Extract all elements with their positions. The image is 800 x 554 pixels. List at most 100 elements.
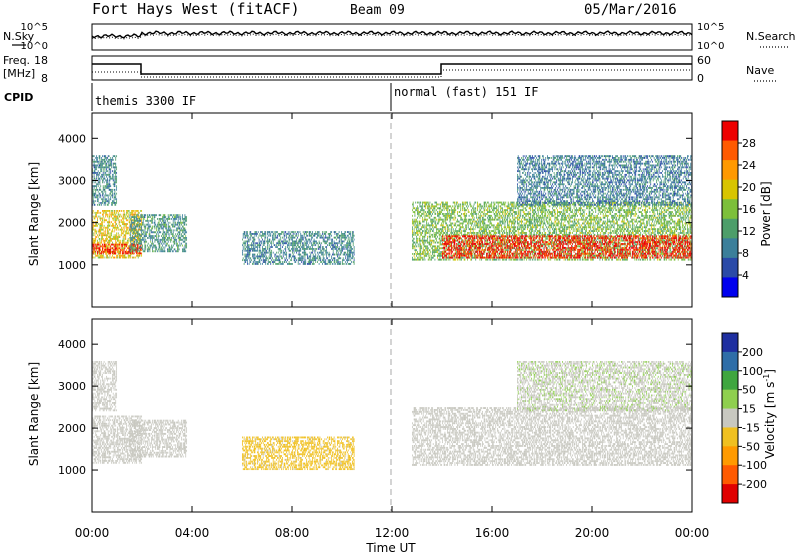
data-cell-r5 (474, 253, 475, 255)
data-cell-r2 (94, 161, 95, 163)
data-cell-r3 (141, 247, 142, 249)
data-cell-r4 (243, 235, 244, 237)
data-cell-r5 (433, 230, 434, 232)
data-cell-r4 (328, 254, 329, 256)
data-cell-r0 (102, 229, 103, 231)
data-cell-r2 (100, 168, 101, 170)
data-cell-r4 (302, 242, 303, 244)
data-cell-r0 (128, 227, 129, 229)
data-cell-r4 (341, 241, 342, 243)
data-cell-r5 (428, 204, 429, 206)
data-cell-r0 (127, 210, 128, 212)
data-cell-r1 (120, 253, 121, 255)
data-cell-r4 (346, 237, 347, 239)
data-cell-r2 (107, 178, 108, 180)
data-cell-r5 (412, 226, 413, 228)
data-cell-r2 (106, 176, 107, 178)
data-cell-r2 (115, 198, 116, 200)
data-cell-r5 (432, 257, 433, 259)
data-cell-r4 (329, 263, 330, 265)
data-cell-r5 (435, 238, 436, 240)
data-cell-r1 (126, 244, 127, 246)
data-cell-r3 (173, 235, 174, 237)
data-cell-r2 (105, 166, 106, 168)
data-cell-r4 (250, 254, 251, 256)
data-cell-r0 (121, 221, 122, 223)
data-cell-r0 (107, 245, 108, 247)
data-cell-r0 (114, 244, 115, 246)
data-cell-r4 (247, 235, 248, 237)
data-cell-r2 (112, 174, 113, 176)
data-cell-r4 (349, 259, 350, 261)
data-cell-r5 (455, 257, 456, 259)
data-cell-r3 (178, 245, 179, 247)
data-cell-r5 (440, 244, 441, 246)
data-cell-r3 (175, 222, 176, 224)
data-cell-r4 (349, 244, 350, 246)
data-cell-r4 (277, 237, 278, 239)
data-cell-r4 (280, 248, 281, 250)
data-cell-r4 (254, 259, 255, 261)
data-cell-r4 (256, 263, 257, 265)
data-cell-r5 (464, 230, 465, 232)
data-cell-r0 (100, 225, 101, 227)
data-cell-r3 (138, 243, 139, 245)
data-cell-r4 (251, 244, 252, 246)
data-cell-r1 (100, 253, 101, 255)
data-cell-r2 (109, 200, 110, 202)
data-cell-r0 (121, 255, 122, 257)
data-cell-r4 (299, 257, 300, 259)
data-cell-r5 (465, 209, 466, 211)
data-cell-r3 (165, 218, 166, 220)
data-cell-r0 (124, 214, 125, 216)
data-cell-r0 (105, 227, 106, 229)
data-cell-r5 (422, 202, 423, 204)
data-cell-r3 (142, 216, 143, 218)
data-cell-r3 (162, 218, 163, 220)
data-cell-r4 (277, 259, 278, 261)
data-cell-r4 (254, 257, 255, 259)
data-cell-r0 (98, 251, 99, 253)
data-cell-r2 (106, 198, 107, 200)
data-cell-r3 (176, 224, 177, 226)
data-cell-r0 (100, 219, 101, 221)
data-cell-r5 (460, 223, 461, 225)
data-cell-r4 (346, 254, 347, 256)
data-cell-r3 (185, 250, 186, 252)
data-cell-r3 (176, 241, 177, 243)
data-cell-r4 (287, 241, 288, 243)
data-cell-r4 (254, 244, 255, 246)
data-cell-r4 (305, 250, 306, 252)
data-cell-r3 (150, 229, 151, 231)
data-cell-r3 (186, 224, 187, 226)
data-cell-r4 (317, 252, 318, 254)
data-cell-r5 (452, 217, 453, 219)
data-cell-r4 (334, 254, 335, 256)
data-cell-r0 (105, 247, 106, 249)
data-cell-r0 (105, 253, 106, 255)
data-cell-r2 (94, 202, 95, 204)
data-cell-r5 (457, 211, 458, 213)
data-cell-r4 (310, 231, 311, 233)
data-cell-r5 (450, 232, 451, 234)
data-cell-r0 (105, 210, 106, 212)
data-cell-r4 (248, 254, 249, 256)
data-cell-r3 (154, 222, 155, 224)
data-cell-r4 (292, 231, 293, 233)
data-cell-r4 (339, 261, 340, 263)
data-cell-r4 (345, 263, 346, 265)
data-cell-r1 (95, 249, 96, 251)
data-cell-r0 (124, 218, 125, 220)
data-cell-r1 (99, 246, 100, 248)
data-cell-r2 (115, 181, 116, 183)
data-cell-r4 (305, 259, 306, 261)
data-cell-r5 (465, 224, 466, 226)
data-cell-r3 (173, 226, 174, 228)
data-cell-r4 (263, 248, 264, 250)
data-cell-r2 (101, 161, 102, 163)
data-cell-r4 (255, 250, 256, 252)
data-cell-r4 (331, 244, 332, 246)
data-cell-r3 (143, 239, 144, 241)
data-cell-r5 (454, 207, 455, 209)
data-cell-r5 (442, 224, 443, 226)
